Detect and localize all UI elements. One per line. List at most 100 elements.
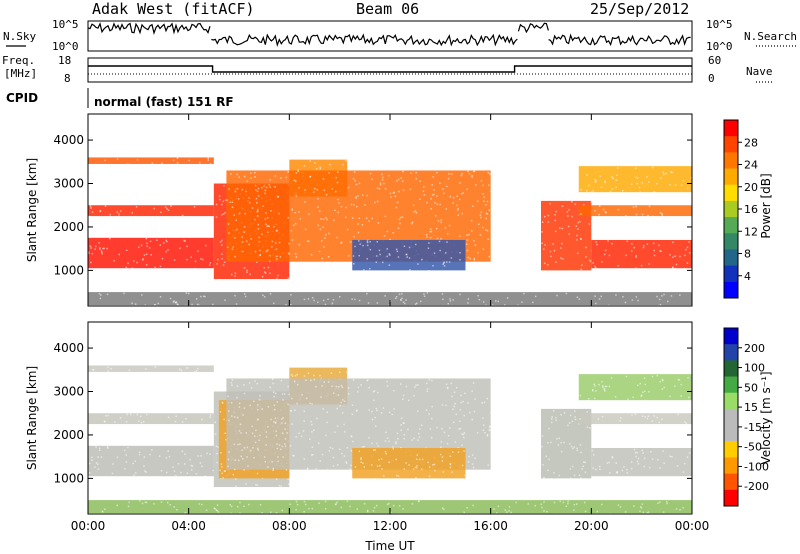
data-speckle — [672, 256, 674, 258]
data-speckle — [468, 233, 470, 236]
data-speckle — [123, 449, 126, 452]
data-speckle — [495, 300, 497, 302]
data-speckle — [209, 414, 212, 416]
data-speckle — [222, 200, 225, 203]
data-speckle — [172, 301, 175, 303]
data-speckle — [275, 230, 278, 232]
data-speckle — [305, 397, 308, 400]
data-speckle — [577, 228, 579, 230]
data-speckle — [457, 451, 460, 453]
data-speckle — [234, 237, 236, 239]
data-speckle — [652, 242, 655, 245]
data-speckle — [541, 435, 544, 437]
data-speckle — [644, 390, 646, 393]
data-speckle — [123, 292, 125, 295]
data-speckle — [400, 177, 402, 179]
noise-segment-1 — [211, 33, 518, 47]
data-speckle — [101, 252, 103, 255]
data-speckle — [258, 439, 260, 442]
data-speckle — [414, 210, 417, 212]
data-speckle — [602, 208, 605, 211]
data-speckle — [594, 178, 596, 181]
colorbar-swatch — [724, 457, 738, 475]
data-speckle — [547, 221, 550, 223]
data-speckle — [413, 437, 415, 440]
data-speckle — [427, 461, 429, 464]
data-speckle — [243, 469, 245, 471]
data-speckle — [319, 166, 321, 168]
data-speckle — [264, 218, 267, 220]
data-speckle — [383, 182, 385, 185]
data-speckle — [634, 451, 637, 454]
data-speckle — [233, 443, 236, 446]
data-speckle — [95, 446, 97, 448]
data-speckle — [412, 204, 415, 207]
colorbar-tick-label: -50 — [744, 441, 762, 454]
data-speckle — [423, 295, 426, 297]
data-speckle — [295, 256, 298, 258]
data-speckle — [578, 298, 581, 300]
data-speckle — [265, 444, 267, 446]
data-speckle — [216, 452, 218, 455]
data-speckle — [133, 260, 135, 262]
data-speckle — [256, 261, 258, 263]
data-speckle — [234, 272, 237, 274]
data-speckle — [602, 385, 604, 387]
data-speckle — [560, 450, 563, 453]
data-speckle — [441, 460, 444, 462]
data-speckle — [395, 442, 397, 445]
data-speckle — [246, 456, 248, 458]
data-speckle — [452, 202, 454, 204]
data-speckle — [327, 298, 329, 300]
data-speckle — [224, 299, 226, 301]
data-speckle — [466, 507, 468, 509]
data-speckle — [429, 236, 432, 239]
data-speckle — [326, 469, 329, 471]
data-speckle — [381, 179, 384, 181]
data-speckle — [393, 408, 395, 410]
data-speckle — [337, 171, 339, 173]
data-speckle — [191, 469, 193, 471]
data-speckle — [451, 471, 453, 473]
data-speckle — [259, 249, 261, 252]
data-speckle — [567, 215, 569, 217]
data-speckle — [398, 218, 401, 221]
cpid-label: CPID — [6, 91, 38, 105]
data-speckle — [642, 511, 645, 514]
power-x-ticks — [87, 114, 693, 306]
data-speckle — [392, 232, 394, 234]
data-speckle — [441, 428, 443, 430]
data-speckle — [224, 432, 226, 434]
data-speckle — [248, 197, 250, 199]
data-speckle — [599, 205, 601, 207]
data-speckle — [275, 478, 278, 480]
data-speckle — [309, 438, 311, 440]
data-speckle — [388, 253, 391, 255]
data-speckle — [172, 466, 174, 468]
data-speckle — [145, 368, 147, 370]
data-speckle — [459, 428, 462, 430]
data-speckle — [91, 252, 94, 255]
data-speckle — [448, 261, 451, 263]
data-speckle — [648, 263, 650, 265]
data-speckle — [198, 304, 200, 306]
data-speckle — [398, 505, 401, 507]
data-speckle — [358, 254, 360, 257]
data-speckle — [168, 455, 171, 458]
data-speckle — [265, 250, 268, 253]
data-speckle — [144, 470, 146, 472]
data-speckle — [391, 413, 393, 416]
data-speckle — [145, 253, 148, 255]
data-speckle — [562, 501, 565, 504]
data-speckle — [641, 213, 644, 216]
data-speckle — [569, 443, 571, 445]
data-speckle — [448, 224, 451, 227]
data-speckle — [431, 405, 433, 408]
data-speckle — [407, 428, 409, 431]
data-speckle — [398, 190, 400, 193]
data-speckle — [339, 371, 341, 373]
data-speckle — [385, 453, 387, 455]
data-speckle — [276, 277, 278, 280]
data-speckle — [160, 211, 162, 214]
